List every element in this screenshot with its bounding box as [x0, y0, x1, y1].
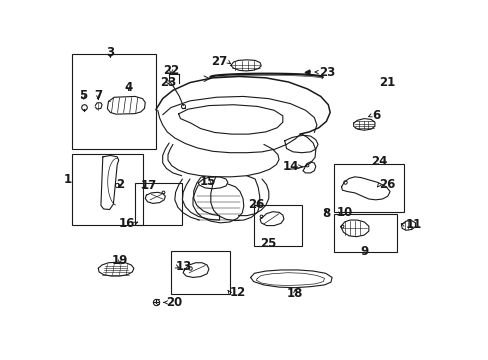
- Bar: [333, 214, 396, 252]
- Text: 26: 26: [247, 198, 264, 211]
- Text: 2: 2: [116, 178, 123, 191]
- Text: 13: 13: [175, 260, 191, 273]
- Text: 17: 17: [141, 179, 157, 192]
- Text: 10: 10: [336, 206, 352, 219]
- Text: 7: 7: [94, 89, 102, 102]
- Text: 23: 23: [318, 66, 334, 78]
- Text: 12: 12: [229, 286, 245, 299]
- Text: 26: 26: [379, 178, 395, 191]
- Text: 23: 23: [160, 76, 176, 89]
- Text: 15: 15: [200, 175, 216, 188]
- Bar: [333, 164, 403, 212]
- Text: 14: 14: [282, 160, 299, 173]
- Bar: [72, 154, 142, 225]
- Text: 19: 19: [111, 254, 128, 267]
- Text: 5: 5: [79, 89, 87, 102]
- Text: 9: 9: [360, 245, 367, 258]
- Bar: [72, 54, 156, 149]
- Text: 25: 25: [260, 237, 276, 250]
- Text: 16: 16: [119, 217, 135, 230]
- Text: 1: 1: [63, 172, 72, 185]
- Text: 21: 21: [378, 76, 394, 89]
- Text: 4: 4: [124, 81, 132, 94]
- Text: 18: 18: [286, 287, 303, 300]
- Text: 20: 20: [166, 296, 183, 309]
- Text: 3: 3: [106, 46, 114, 59]
- Text: 24: 24: [370, 156, 387, 168]
- Text: 6: 6: [371, 109, 379, 122]
- Text: 27: 27: [210, 55, 226, 68]
- Bar: [171, 251, 229, 294]
- Text: 11: 11: [405, 218, 421, 231]
- Bar: [254, 205, 301, 246]
- Text: 22: 22: [163, 64, 179, 77]
- Bar: [135, 183, 182, 225]
- Text: 8: 8: [322, 207, 330, 220]
